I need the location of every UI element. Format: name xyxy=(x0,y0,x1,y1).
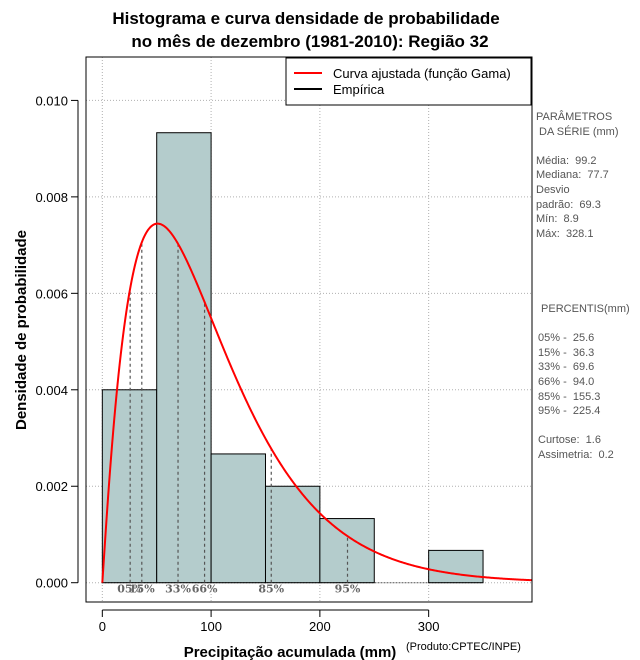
stats-panel-line-6: padrão: 69.3 xyxy=(536,198,601,211)
legend-label-fitted: Curva ajustada (função Gama) xyxy=(333,66,511,81)
percentile-label-5: 95% xyxy=(335,583,361,596)
y-tick-label-1: 0.002 xyxy=(35,479,68,494)
y-tick-label-5: 0.010 xyxy=(35,93,68,108)
percentiles-panel-line-0: PERCENTIS(mm) xyxy=(538,303,630,315)
percentiles-panel: PERCENTIS(mm) 05% - 25.6 15% - 36.3 33% - … xyxy=(538,302,630,463)
stats-panel-line-7: Mín: 8.9 xyxy=(536,213,579,226)
histogram-bar-3 xyxy=(264,485,321,584)
percentiles-panel-line-10: Assimetria: 0.2 xyxy=(538,448,614,461)
legend-label-empirical: Empírica xyxy=(333,82,385,97)
gamma-curve xyxy=(101,222,533,583)
percentiles-panel-line-3: 15% - 36.3 xyxy=(538,346,595,359)
chart-title-line1: Histograma e curva densidade de probabil… xyxy=(112,9,499,28)
chart-title-line2: no mês de dezembro (1981-2010): Região 3… xyxy=(131,32,488,51)
x-axis-label: Precipitação acumulada (mm) xyxy=(184,644,397,660)
percentiles-panel-line-8 xyxy=(538,419,630,434)
percentiles-panel-line-4: 33% - 69.6 xyxy=(538,361,595,374)
product-credit: (Produto:CPTEC/INPE) xyxy=(406,641,521,653)
percentiles-panel-line-1 xyxy=(538,317,630,332)
y-tick-label-0: 0.000 xyxy=(35,576,68,591)
percentiles-panel-line-5: 66% - 94.0 xyxy=(538,375,595,388)
series-parameters-panel: PARÂMETROS DA SÉRIE (mm) Média: 99.2 Medi… xyxy=(536,110,619,241)
stats-panel-line-3: Média: 99.2 xyxy=(536,154,597,167)
x-tick-label-2: 200 xyxy=(309,619,331,634)
x-tick-label-3: 300 xyxy=(418,619,440,634)
stats-panel-line-2 xyxy=(536,139,619,154)
x-tick-label-1: 100 xyxy=(200,619,222,634)
percentile-label-0: 05% xyxy=(117,583,143,596)
legend-box xyxy=(285,57,532,106)
percentile-label-1: 15% xyxy=(129,583,155,596)
histogram-bar-2 xyxy=(210,453,266,584)
fitted-gamma-curve xyxy=(101,222,533,583)
percentiles-panel-line-9: Curtose: 1.6 xyxy=(538,434,601,447)
axes: 0 100 200 300 0.000 0.002 0.004 0.006 0.008 0.010 xyxy=(35,93,439,634)
percentile-markers: 05%15% 33% 66% 85% 95% xyxy=(117,242,361,596)
percentiles-panel-line-7: 95% - 225.4 xyxy=(538,405,601,418)
stats-panel-line-4: Mediana: 77.7 xyxy=(536,169,609,182)
histogram-bars xyxy=(101,132,484,584)
histogram-bar-1 xyxy=(156,132,212,584)
histogram-bar-0 xyxy=(101,389,158,584)
stats-panel-line-0: PARÂMETROS xyxy=(536,111,613,123)
percentile-label-3: 66% xyxy=(192,583,218,596)
y-axis-label: Densidade de probabilidade xyxy=(13,230,30,430)
y-tick-label-4: 0.008 xyxy=(35,190,68,205)
y-tick-label-3: 0.006 xyxy=(35,286,68,301)
percentile-label-2: 33% xyxy=(165,583,191,596)
y-tick-label-2: 0.004 xyxy=(35,383,68,398)
stats-panel-line-8: Máx: 328.1 xyxy=(536,227,594,240)
stats-panel-line-5: Desvio xyxy=(536,183,570,196)
histogram-bar-6 xyxy=(428,549,484,584)
percentile-label-4: 85% xyxy=(258,583,284,596)
percentiles-panel-line-2: 05% - 25.6 xyxy=(538,332,595,345)
percentiles-panel-line-6: 85% - 155.3 xyxy=(538,390,601,403)
legend: Curva ajustada (função Gama) Empírica xyxy=(285,57,532,106)
x-tick-label-0: 0 xyxy=(99,619,106,634)
plot-frame xyxy=(85,56,533,603)
stats-panel-line-1: DA SÉRIE (mm) xyxy=(536,125,619,138)
